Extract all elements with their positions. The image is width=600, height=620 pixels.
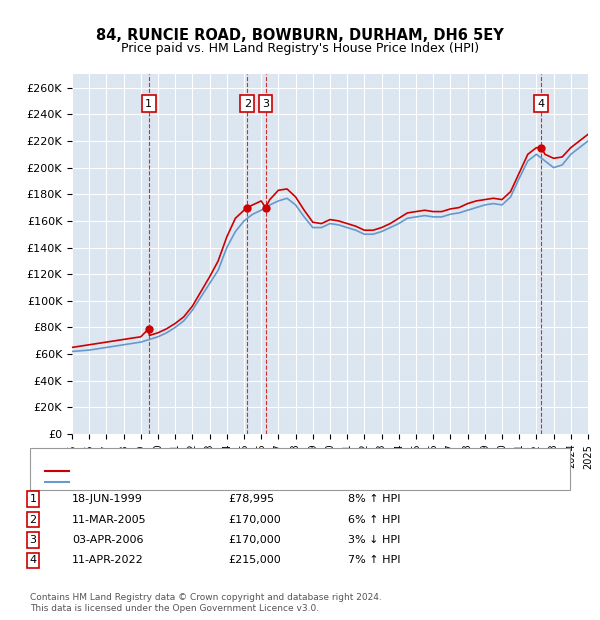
Text: 4: 4	[29, 556, 37, 565]
Text: £170,000: £170,000	[228, 515, 281, 525]
Text: 84, RUNCIE ROAD, BOWBURN, DURHAM, DH6 5EY (detached house): 84, RUNCIE ROAD, BOWBURN, DURHAM, DH6 5E…	[72, 466, 406, 476]
Text: 4: 4	[538, 99, 545, 108]
Text: 8% ↑ HPI: 8% ↑ HPI	[348, 494, 401, 504]
Text: 3: 3	[29, 535, 37, 545]
Text: 2: 2	[29, 515, 37, 525]
Text: 7% ↑ HPI: 7% ↑ HPI	[348, 556, 401, 565]
Text: 1: 1	[29, 494, 37, 504]
Text: 03-APR-2006: 03-APR-2006	[72, 535, 143, 545]
Text: 6% ↑ HPI: 6% ↑ HPI	[348, 515, 400, 525]
Text: 2: 2	[244, 99, 251, 108]
Text: £170,000: £170,000	[228, 535, 281, 545]
Text: HPI: Average price, detached house, County Durham: HPI: Average price, detached house, Coun…	[72, 477, 330, 487]
Text: 3% ↓ HPI: 3% ↓ HPI	[348, 535, 400, 545]
Text: Price paid vs. HM Land Registry's House Price Index (HPI): Price paid vs. HM Land Registry's House …	[121, 42, 479, 55]
Text: Contains HM Land Registry data © Crown copyright and database right 2024.
This d: Contains HM Land Registry data © Crown c…	[30, 593, 382, 613]
Text: 1: 1	[145, 99, 152, 108]
Text: 84, RUNCIE ROAD, BOWBURN, DURHAM, DH6 5EY: 84, RUNCIE ROAD, BOWBURN, DURHAM, DH6 5E…	[96, 28, 504, 43]
Text: £215,000: £215,000	[228, 556, 281, 565]
Text: 11-MAR-2005: 11-MAR-2005	[72, 515, 146, 525]
Text: 11-APR-2022: 11-APR-2022	[72, 556, 144, 565]
Text: 18-JUN-1999: 18-JUN-1999	[72, 494, 143, 504]
Text: £78,995: £78,995	[228, 494, 274, 504]
Text: 3: 3	[262, 99, 269, 108]
